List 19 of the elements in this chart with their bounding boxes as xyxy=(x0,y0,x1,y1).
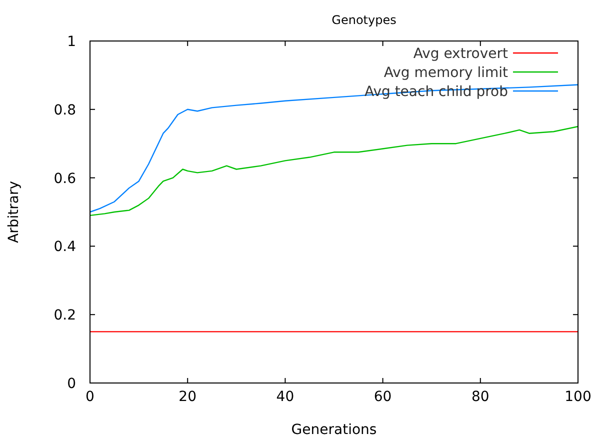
chart-title: Genotypes xyxy=(332,13,396,27)
y-tick-label: 1 xyxy=(67,34,76,50)
x-axis-title: Generations xyxy=(291,422,377,438)
x-tick-label: 100 xyxy=(564,389,591,405)
y-tick-label: 0.6 xyxy=(54,170,76,187)
line-series xyxy=(89,126,579,216)
y-tick-label: 0.4 xyxy=(54,239,76,256)
legend-label: Avg memory limit xyxy=(384,65,509,81)
x-tick-label: 80 xyxy=(471,389,490,405)
y-tick-label: 0.2 xyxy=(54,308,76,324)
x-tick-label: 0 xyxy=(86,389,94,405)
y-axis-title: Arbitrary xyxy=(6,181,22,243)
line-series xyxy=(89,84,579,213)
x-tick-label: 40 xyxy=(276,389,294,405)
y-tick-label: 0.8 xyxy=(54,102,76,118)
x-tick-label: 20 xyxy=(178,389,197,405)
y-tick-label: 0 xyxy=(67,376,76,392)
legend-label: Avg extrovert xyxy=(413,46,508,62)
x-tick-label: 60 xyxy=(374,389,392,405)
